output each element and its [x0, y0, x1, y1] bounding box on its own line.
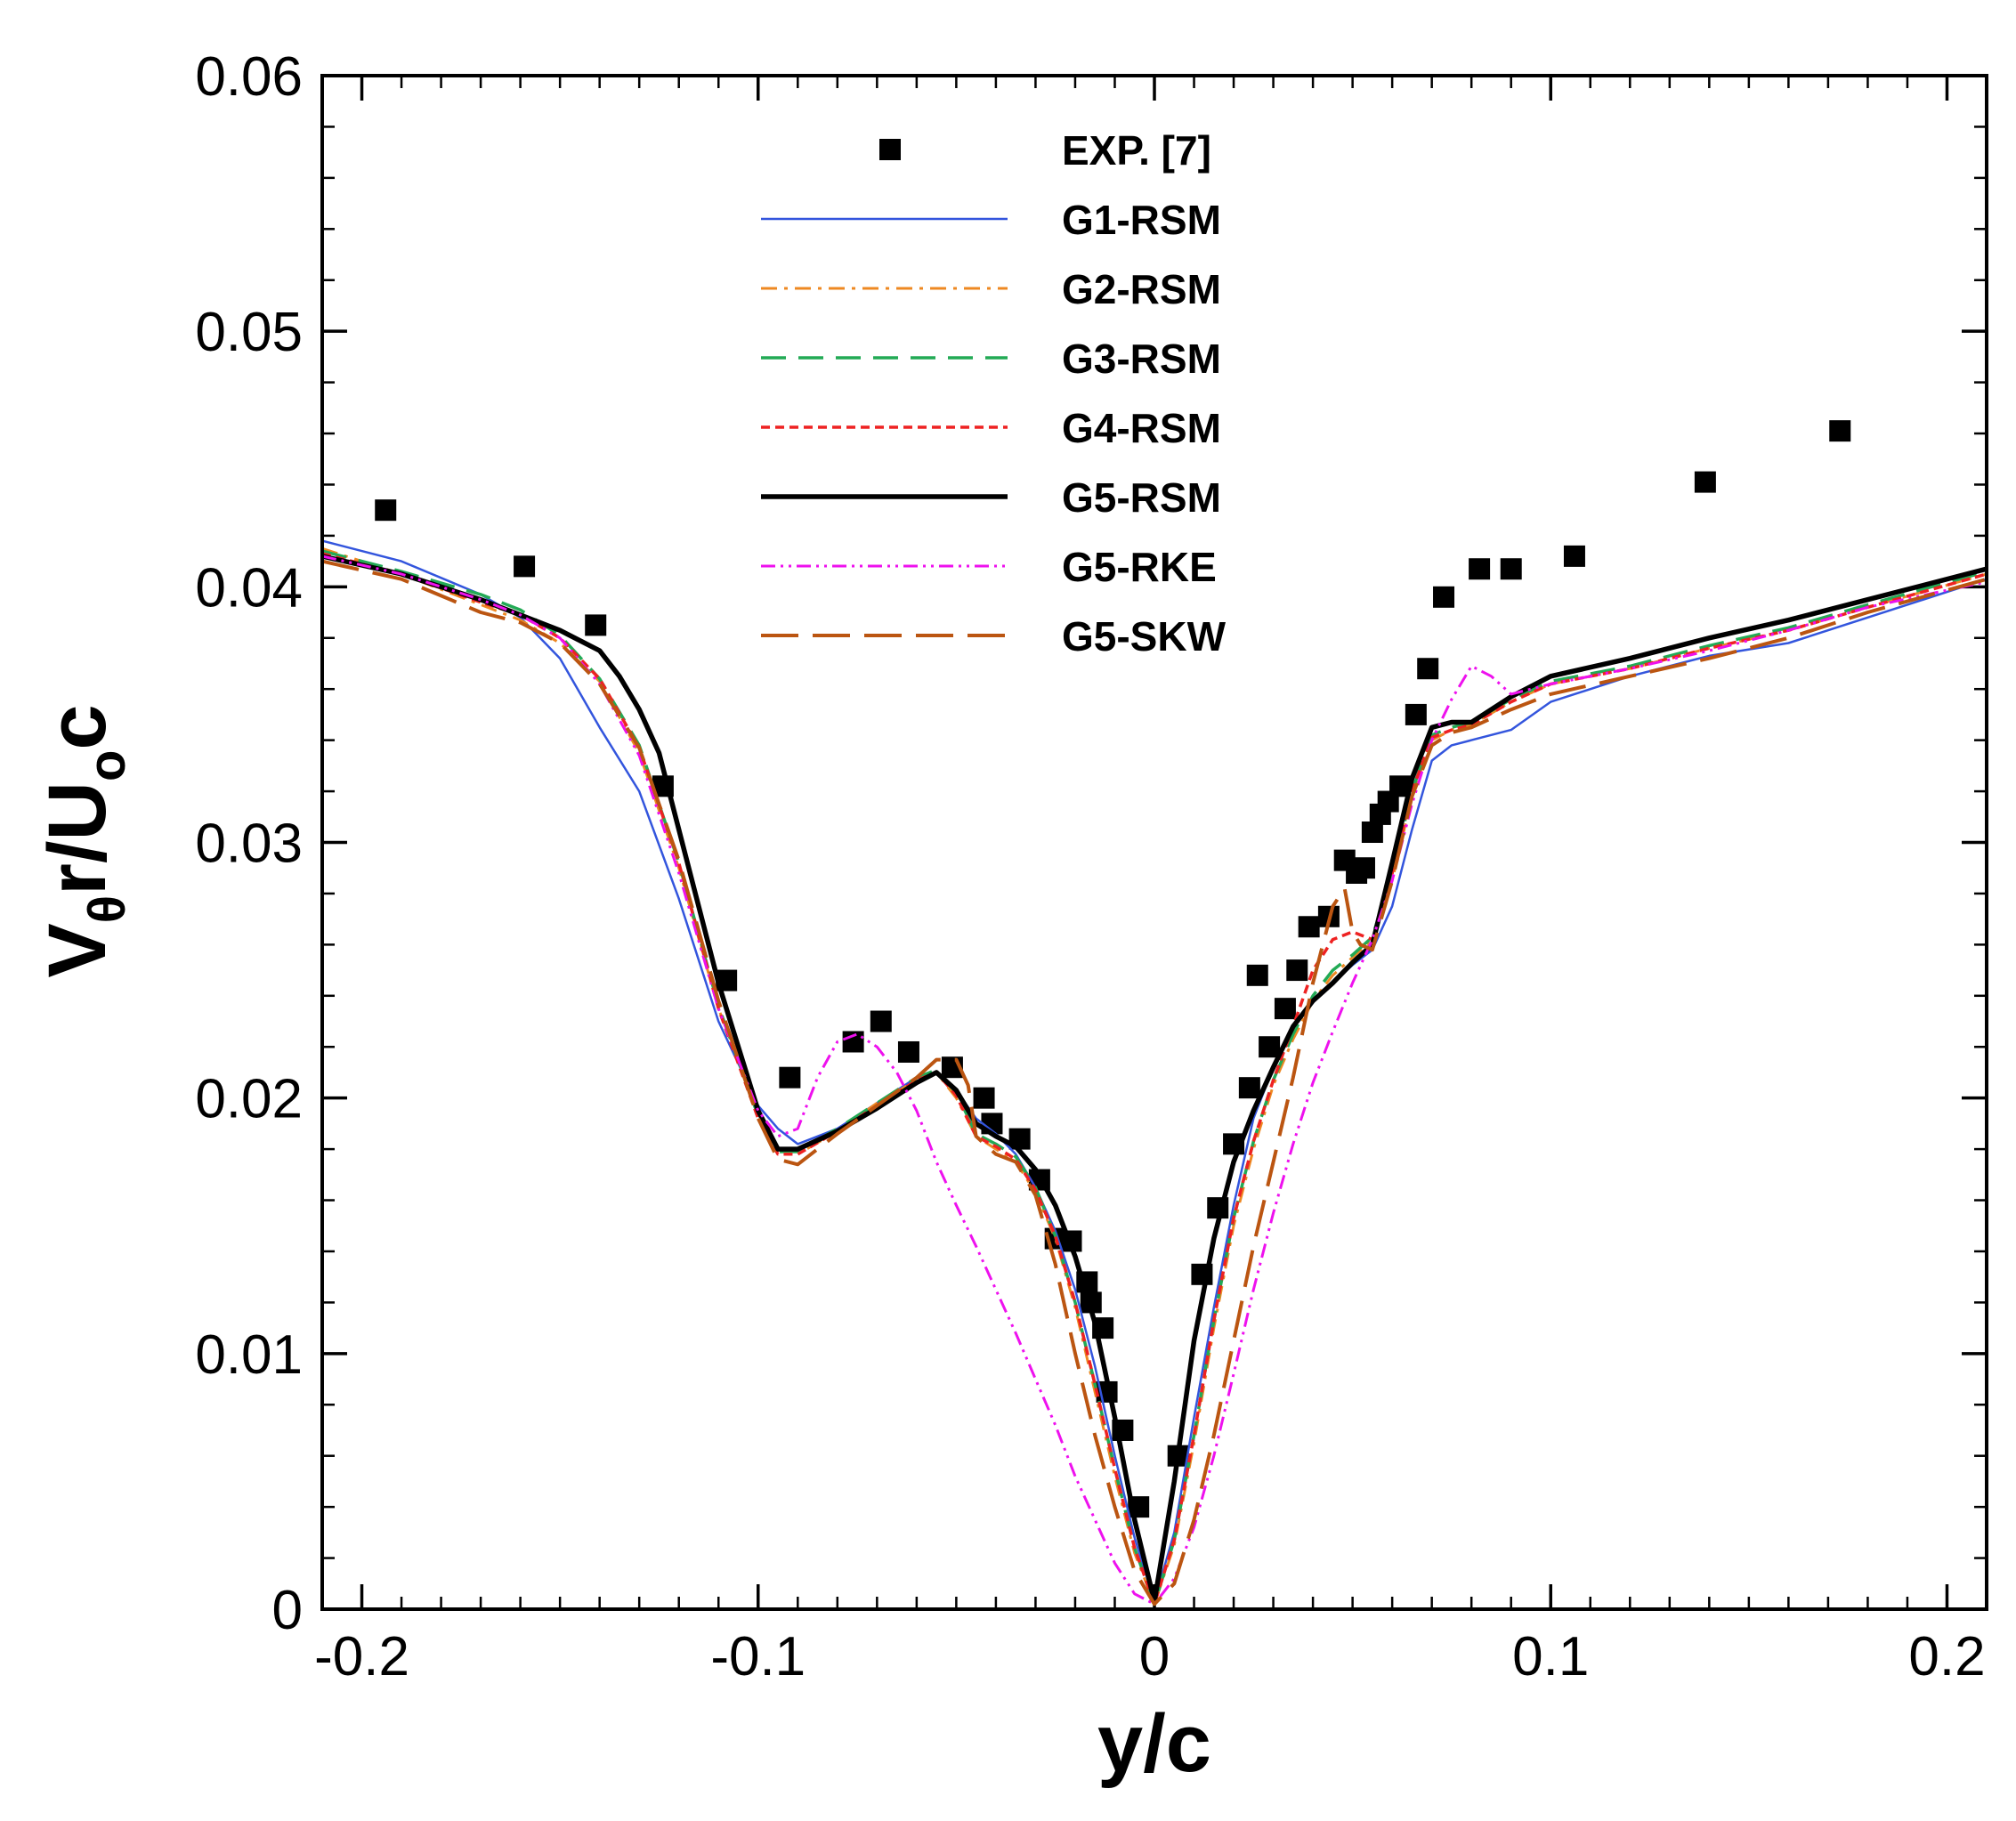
y-axis-title: Vθr/Uoc [32, 704, 136, 977]
y-axis-title-sub2: o [78, 750, 136, 781]
series-line-g1-rsm [322, 539, 1987, 1603]
svg-text:Vθr/Uoc: Vθr/Uoc [32, 704, 136, 977]
exp-data-point [514, 555, 536, 578]
legend-label: G5-SKW [1062, 613, 1227, 660]
legend: EXP. [7] G1-RSM G2-RSM G3-RSM G4-RSM G5-RSM G5… [761, 127, 1227, 660]
series-line-g5-rke [322, 554, 1987, 1606]
y-axis-title-sub1: θ [78, 895, 136, 923]
series-line-g2-rsm [322, 546, 1987, 1606]
series-layer [322, 420, 1987, 1607]
y-tick-label: 0.02 [195, 1069, 303, 1130]
exp-data-point [1469, 558, 1491, 580]
y-tick-label: 0.06 [195, 46, 303, 108]
legend-label: EXP. [7] [1062, 127, 1211, 174]
exp-data-point [1259, 1036, 1281, 1058]
exp-data-point [1361, 821, 1383, 844]
exp-data-point [1563, 545, 1585, 567]
exp-data-point [779, 1066, 801, 1089]
y-tick-labels: 0 0.01 0.02 0.03 0.04 0.05 0.06 [195, 46, 303, 1641]
legend-item-g5-skw: G5-SKW [761, 613, 1227, 660]
legend-item-g4-rsm: G4-RSM [761, 405, 1221, 451]
exp-data-point [1286, 959, 1308, 982]
exp-data-point [1353, 857, 1375, 879]
x-tick-label: 0.2 [1908, 1626, 1985, 1687]
exp-data-point [973, 1087, 995, 1109]
series-line-g4-rsm [322, 552, 1987, 1607]
x-tick-labels: -0.2 -0.1 0 0.1 0.2 [314, 1626, 1985, 1687]
exp-data-point [1500, 558, 1522, 580]
legend-item-g1-rsm: G1-RSM [761, 197, 1221, 243]
y-tick-label: 0 [272, 1580, 303, 1641]
plot-frame [320, 74, 1988, 1611]
legend-label: G1-RSM [1062, 197, 1221, 243]
series-line-g5-rsm [322, 554, 1987, 1605]
y-axis-title-end: c [32, 704, 123, 749]
y-axis-title-mid: r/U [32, 781, 123, 895]
exp-data-point [1417, 658, 1439, 680]
legend-item-g2-rsm: G2-RSM [761, 266, 1221, 312]
x-tick-label: -0.2 [314, 1626, 409, 1687]
legend-marker [879, 139, 901, 160]
legend-label: G2-RSM [1062, 266, 1221, 312]
legend-item-g3-rsm: G3-RSM [761, 336, 1221, 382]
y-axis-title-main: V [32, 923, 123, 977]
exp-data-point [1238, 1077, 1260, 1099]
legend-label: G5-RKE [1062, 544, 1217, 590]
exp-data-point [1274, 998, 1296, 1020]
y-tick-label: 0.03 [195, 813, 303, 875]
legend-label: G5-RSM [1062, 474, 1221, 521]
exp-data-point [1433, 586, 1455, 608]
x-tick-label: -0.1 [710, 1626, 806, 1687]
y-tick-label: 0.05 [195, 302, 303, 363]
exp-data-point [375, 499, 397, 522]
series-line-g3-rsm [322, 549, 1987, 1607]
legend-label: G3-RSM [1062, 336, 1221, 382]
series-line-g5-skw [322, 559, 1987, 1607]
exp-data-point [1246, 964, 1268, 986]
exp-data-point [870, 1010, 892, 1032]
exp-data-point [1829, 420, 1851, 442]
y-tick-label: 0.04 [195, 557, 303, 619]
legend-label: G4-RSM [1062, 405, 1221, 451]
exp-data-point [1298, 916, 1320, 938]
exp-data-point [585, 614, 607, 636]
y-tick-label: 0.01 [195, 1324, 303, 1386]
exp-data-point [897, 1040, 919, 1063]
exp-data-point [1405, 703, 1427, 725]
legend-item-exp-7: EXP. [7] [879, 127, 1211, 174]
exp-data-point [1694, 471, 1716, 493]
x-axis-title: y/c [1097, 1698, 1211, 1789]
legend-item-g5-rsm: G5-RSM [761, 474, 1221, 521]
x-tick-label: 0.1 [1512, 1626, 1589, 1687]
legend-item-g5-rke: G5-RKE [761, 544, 1217, 590]
x-tick-label: 0 [1139, 1626, 1170, 1687]
